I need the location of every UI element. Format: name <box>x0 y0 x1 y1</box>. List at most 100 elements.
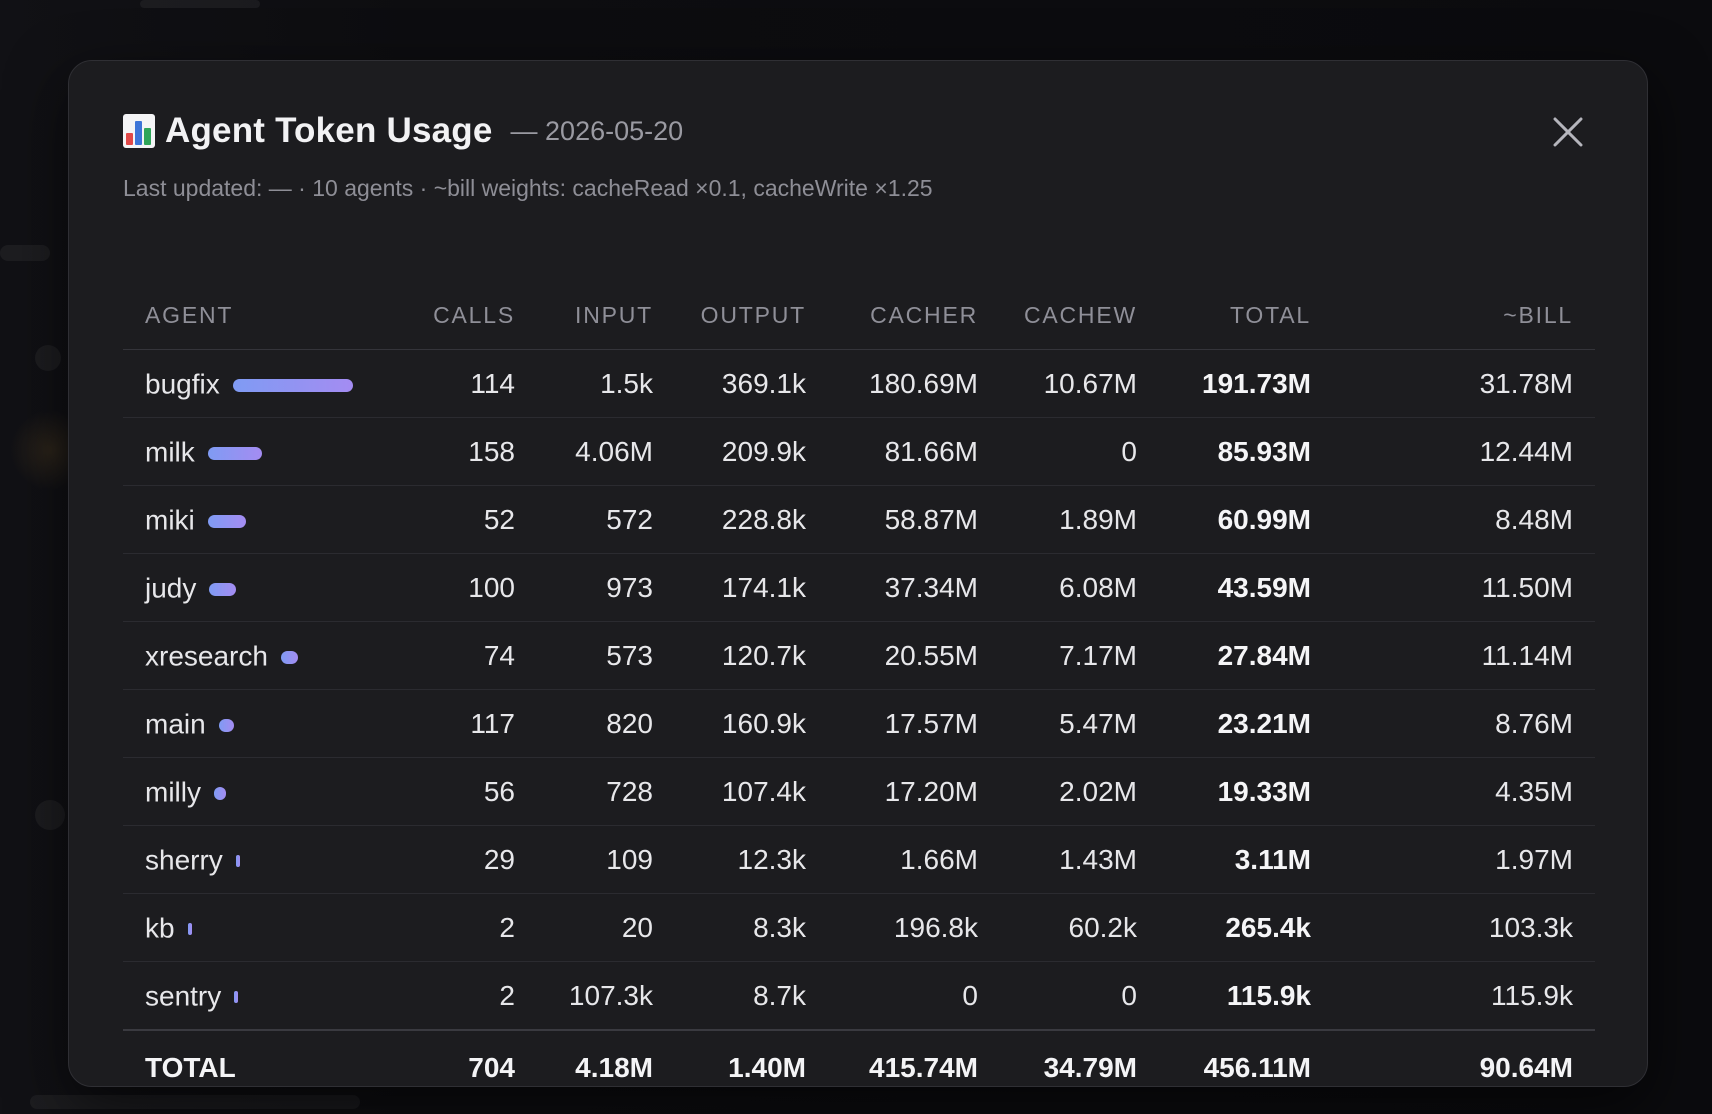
total-cell: 85.93M <box>1159 417 1333 486</box>
calls-cell: 2 <box>405 893 537 962</box>
calls-cell: 52 <box>405 485 537 554</box>
totals-total: 456.11M <box>1159 1029 1333 1105</box>
output-cell: 209.9k <box>675 417 828 486</box>
total-cell: 60.99M <box>1159 485 1333 554</box>
input-cell: 4.06M <box>537 417 675 486</box>
column-header-input[interactable]: INPUT <box>537 281 675 350</box>
agent-name: main <box>145 708 206 740</box>
title-row: Agent Token Usage — 2026-05-20 <box>123 107 1593 155</box>
totals-bill: 90.64M <box>1333 1029 1595 1105</box>
total-cell: 23.21M <box>1159 689 1333 758</box>
table-header-row: AGENT CALLS INPUT OUTPUT CACHER CACHEW T… <box>123 281 1595 350</box>
agent-cell: xresearch <box>123 621 405 690</box>
usage-table: AGENT CALLS INPUT OUTPUT CACHER CACHEW T… <box>123 281 1595 1105</box>
cacher-cell: 37.34M <box>828 553 1000 622</box>
table-row[interactable]: xresearch 74 573 120.7k 20.55M 7.17M 27.84M 11.… <box>123 621 1595 690</box>
bill-cell: 31.78M <box>1333 349 1595 418</box>
agent-name: judy <box>145 572 197 604</box>
bill-cell: 12.44M <box>1333 417 1595 486</box>
agent-name: sentry <box>145 980 222 1012</box>
table-row[interactable]: bugfix 114 1.5k 369.1k 180.69M 10.67M 191.73M 3… <box>123 349 1595 418</box>
agent-cell: miki <box>123 485 405 554</box>
table-row[interactable]: milly 56 728 107.4k 17.20M 2.02M 19.33M 4.35M <box>123 757 1595 826</box>
cachew-cell: 0 <box>1000 961 1159 1031</box>
calls-cell: 117 <box>405 689 537 758</box>
cachew-cell: 1.89M <box>1000 485 1159 554</box>
usage-bar <box>187 923 192 936</box>
table-row[interactable]: main 117 820 160.9k 17.57M 5.47M 23.21M 8.76M <box>123 689 1595 758</box>
calls-cell: 56 <box>405 757 537 826</box>
bill-cell: 11.14M <box>1333 621 1595 690</box>
totals-output: 1.40M <box>675 1029 828 1105</box>
calls-cell: 158 <box>405 417 537 486</box>
output-cell: 228.8k <box>675 485 828 554</box>
input-cell: 820 <box>537 689 675 758</box>
output-cell: 8.3k <box>675 893 828 962</box>
agent-name: sherry <box>145 844 223 876</box>
cacher-cell: 81.66M <box>828 417 1000 486</box>
calls-cell: 2 <box>405 961 537 1031</box>
output-cell: 120.7k <box>675 621 828 690</box>
cacher-cell: 58.87M <box>828 485 1000 554</box>
calls-cell: 74 <box>405 621 537 690</box>
input-cell: 109 <box>537 825 675 894</box>
table-row[interactable]: sentry 2 107.3k 8.7k 0 0 115.9k 115.9k <box>123 961 1595 1031</box>
cachew-cell: 6.08M <box>1000 553 1159 622</box>
agent-name: milk <box>145 436 195 468</box>
bill-cell: 115.9k <box>1333 961 1595 1031</box>
column-header-output[interactable]: OUTPUT <box>675 281 828 350</box>
agent-cell: milk <box>123 417 405 486</box>
agent-cell: kb <box>123 893 405 962</box>
column-header-bill[interactable]: ~BILL <box>1333 281 1595 350</box>
totals-input: 4.18M <box>537 1029 675 1105</box>
usage-bar <box>232 378 353 392</box>
totals-calls: 704 <box>405 1029 537 1105</box>
agent-cell: sentry <box>123 961 405 1031</box>
cacher-cell: 17.20M <box>828 757 1000 826</box>
column-header-cachew[interactable]: CACHEW <box>1000 281 1159 350</box>
table-row[interactable]: miki 52 572 228.8k 58.87M 1.89M 60.99M 8.48M <box>123 485 1595 554</box>
bill-cell: 8.76M <box>1333 689 1595 758</box>
totals-row: TOTAL 704 4.18M 1.40M 415.74M 34.79M 456… <box>123 1029 1595 1105</box>
calls-cell: 29 <box>405 825 537 894</box>
cachew-cell: 1.43M <box>1000 825 1159 894</box>
column-header-agent[interactable]: AGENT <box>123 281 405 350</box>
table-row[interactable]: sherry 29 109 12.3k 1.66M 1.43M 3.11M 1.97M <box>123 825 1595 894</box>
total-cell: 3.11M <box>1159 825 1333 894</box>
agent-name: miki <box>145 504 195 536</box>
cachew-cell: 5.47M <box>1000 689 1159 758</box>
table-row[interactable]: milk 158 4.06M 209.9k 81.66M 0 85.93M 12.44M <box>123 417 1595 486</box>
bar-chart-icon <box>123 114 155 148</box>
agent-name: kb <box>145 912 175 944</box>
total-cell: 43.59M <box>1159 553 1333 622</box>
agent-cell: sherry <box>123 825 405 894</box>
column-header-cacher[interactable]: CACHER <box>828 281 1000 350</box>
token-usage-modal: Agent Token Usage — 2026-05-20 Last upda… <box>68 60 1648 1105</box>
output-cell: 107.4k <box>675 757 828 826</box>
background-placeholder <box>0 245 50 261</box>
input-cell: 728 <box>537 757 675 826</box>
column-header-total[interactable]: TOTAL <box>1159 281 1333 350</box>
cacher-cell: 180.69M <box>828 349 1000 418</box>
input-cell: 107.3k <box>537 961 675 1031</box>
usage-bar <box>207 514 246 528</box>
input-cell: 572 <box>537 485 675 554</box>
agent-cell: judy <box>123 553 405 622</box>
total-cell: 27.84M <box>1159 621 1333 690</box>
bill-cell: 103.3k <box>1333 893 1595 962</box>
agent-cell: main <box>123 689 405 758</box>
cachew-cell: 10.67M <box>1000 349 1159 418</box>
close-button[interactable] <box>1543 107 1593 157</box>
table-row[interactable]: judy 100 973 174.1k 37.34M 6.08M 43.59M 11.50M <box>123 553 1595 622</box>
cachew-cell: 7.17M <box>1000 621 1159 690</box>
agent-name: bugfix <box>145 368 220 400</box>
usage-bar <box>280 650 298 664</box>
input-cell: 973 <box>537 553 675 622</box>
table-row[interactable]: kb 2 20 8.3k 196.8k 60.2k 265.4k 103.3k <box>123 893 1595 962</box>
bill-cell: 1.97M <box>1333 825 1595 894</box>
usage-bar <box>235 855 240 868</box>
cacher-cell: 20.55M <box>828 621 1000 690</box>
usage-bar <box>209 582 237 596</box>
bill-cell: 4.35M <box>1333 757 1595 826</box>
column-header-calls[interactable]: CALLS <box>405 281 537 350</box>
